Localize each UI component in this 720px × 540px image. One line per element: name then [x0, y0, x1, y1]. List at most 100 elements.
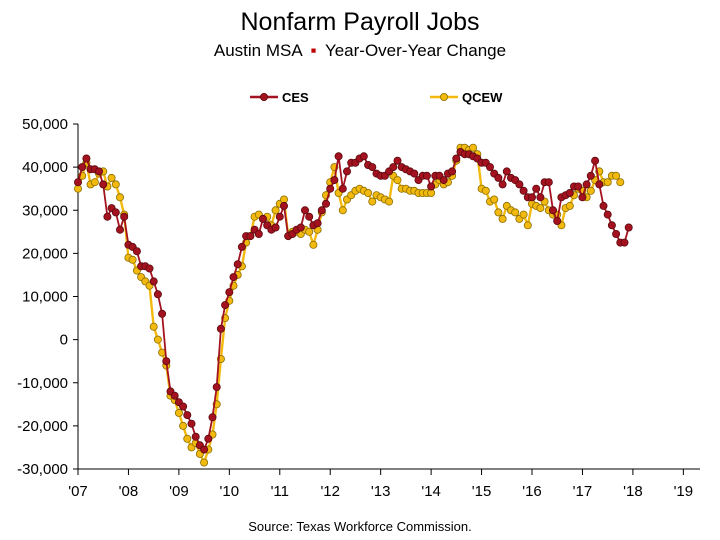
data-point-ces	[536, 193, 545, 202]
data-point-qcew	[565, 201, 574, 210]
data-point-ces	[111, 208, 120, 217]
data-point-qcew	[305, 227, 314, 236]
data-point-ces	[586, 171, 595, 180]
x-tick-label: '11	[271, 483, 289, 500]
y-tick-label: 50,000	[22, 116, 68, 133]
data-point-qcew	[469, 143, 478, 152]
subtitle-separator: ▪	[311, 41, 317, 60]
data-point-qcew	[519, 210, 528, 219]
chart-title: Nonfarm Payroll Jobs	[241, 8, 480, 36]
data-point-qcew	[498, 214, 507, 223]
data-point-ces	[78, 163, 87, 172]
data-point-qcew	[153, 335, 162, 344]
data-point-ces	[170, 391, 179, 400]
data-point-ces	[528, 193, 537, 202]
legend-marker	[259, 93, 268, 102]
data-point-ces	[612, 229, 621, 238]
data-point-ces	[179, 402, 188, 411]
data-point-qcew	[179, 421, 188, 430]
data-point-ces	[544, 178, 553, 187]
x-tick-label: '14	[421, 483, 441, 500]
data-point-ces	[452, 154, 461, 163]
data-point-qcew	[393, 176, 402, 185]
data-point-ces	[393, 156, 402, 165]
data-point-ces	[212, 383, 221, 392]
data-point-ces	[578, 193, 587, 202]
data-point-ces	[162, 357, 171, 366]
legend-item-ces: CES	[250, 90, 309, 105]
data-point-ces	[208, 413, 217, 422]
data-point-qcew	[523, 221, 532, 230]
data-point-ces	[317, 206, 326, 215]
data-point-ces	[410, 169, 419, 178]
data-point-ces	[246, 232, 255, 241]
data-point-qcew	[603, 178, 612, 187]
data-point-qcew	[309, 240, 318, 249]
data-point-ces	[74, 178, 83, 187]
data-point-ces	[221, 301, 230, 310]
data-point-ces	[624, 223, 633, 232]
data-point-qcew	[90, 178, 99, 187]
data-point-ces	[200, 445, 209, 454]
data-point-ces	[574, 182, 583, 191]
data-point-ces	[216, 324, 225, 333]
data-point-qcew	[586, 186, 595, 195]
data-point-ces	[330, 176, 339, 185]
data-point-ces	[313, 219, 322, 228]
legend-marker	[439, 93, 448, 102]
y-tick-label: 20,000	[22, 245, 68, 262]
subtitle-region: Austin MSA	[214, 41, 303, 60]
data-point-ces	[258, 214, 267, 223]
data-point-ces	[254, 229, 263, 238]
data-point-qcew	[271, 206, 280, 215]
data-point-qcew	[364, 188, 373, 197]
y-tick-label: 40,000	[22, 159, 68, 176]
data-point-ces	[439, 176, 448, 185]
data-point-ces	[116, 225, 125, 234]
data-point-ces	[553, 216, 562, 225]
data-point-qcew	[111, 180, 120, 189]
data-point-qcew	[183, 434, 192, 443]
data-point-ces	[326, 184, 335, 193]
data-point-ces	[132, 247, 141, 256]
x-tick-label: '10	[220, 483, 240, 500]
data-point-qcew	[490, 195, 499, 204]
data-point-ces	[607, 221, 616, 230]
x-tick-label: '17	[573, 483, 593, 500]
data-point-ces	[183, 411, 192, 420]
x-tick-label: '08	[119, 483, 139, 500]
data-point-ces	[582, 180, 591, 189]
data-point-ces	[427, 182, 436, 191]
y-tick-label: 10,000	[22, 289, 68, 306]
data-point-qcew	[536, 204, 545, 213]
data-point-qcew	[107, 173, 116, 182]
data-point-ces	[519, 186, 528, 195]
data-point-qcew	[128, 255, 137, 264]
data-point-ces	[149, 277, 158, 286]
data-point-ces	[485, 163, 494, 172]
x-tick-label: '13	[371, 483, 391, 500]
data-point-ces	[498, 180, 507, 189]
source-note: Source: Texas Workforce Commission.	[248, 519, 471, 534]
x-tick-label: '18	[623, 483, 643, 500]
data-point-ces	[359, 152, 368, 161]
data-point-ces	[237, 242, 246, 251]
data-point-ces	[599, 201, 608, 210]
data-point-ces	[145, 264, 154, 273]
data-point-qcew	[116, 193, 125, 202]
legend-label: CES	[282, 90, 309, 105]
legend-label: QCEW	[462, 90, 503, 105]
data-point-ces	[158, 309, 167, 318]
data-point-ces	[448, 167, 457, 176]
data-point-qcew	[149, 322, 158, 331]
data-point-ces	[279, 201, 288, 210]
x-tick-label: '15	[472, 483, 492, 500]
data-point-ces	[549, 206, 558, 215]
data-point-ces	[271, 223, 280, 232]
y-axis: -30,000 -20,000 -10,000 0 10,000 20,000 30,000…	[17, 116, 79, 478]
y-tick-label: -10,000	[17, 375, 68, 392]
data-point-ces	[515, 180, 524, 189]
data-point-ces	[103, 212, 112, 221]
data-point-ces	[233, 260, 242, 269]
data-point-ces	[342, 167, 351, 176]
